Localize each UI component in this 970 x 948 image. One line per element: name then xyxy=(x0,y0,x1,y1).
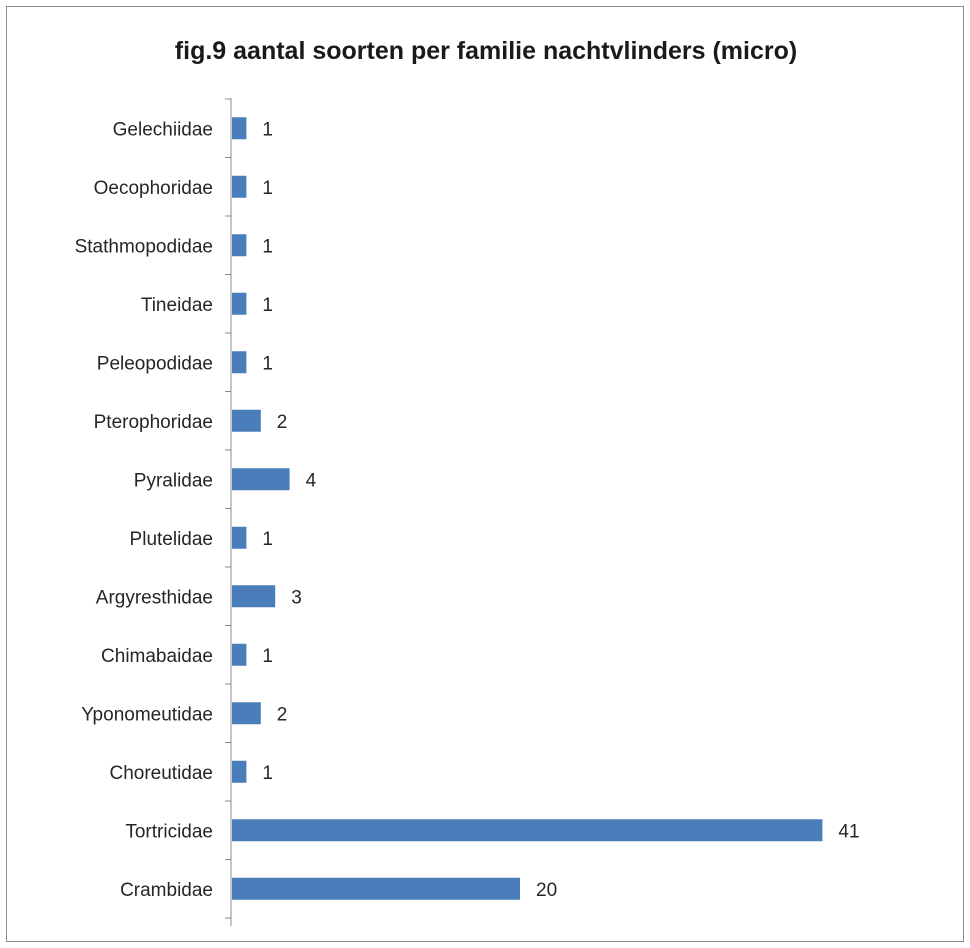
category-label: Yponomeutidae xyxy=(81,704,213,725)
bar xyxy=(232,643,247,666)
category-label: Chimabaidae xyxy=(101,646,213,667)
labels-layer: Gelechiidae 1 Oecophoridae 1 Stathmopodidae 1… xyxy=(75,119,860,901)
data-label: 3 xyxy=(291,587,302,608)
data-label: 20 xyxy=(536,880,557,901)
data-label: 1 xyxy=(262,236,273,257)
category-label: Stathmopodidae xyxy=(75,236,213,257)
data-label: 4 xyxy=(306,470,317,491)
category-label: Plutelidae xyxy=(130,529,213,550)
category-label: Oecophoridae xyxy=(94,178,213,199)
bar xyxy=(232,526,247,549)
axis-layer xyxy=(225,98,232,926)
bar xyxy=(232,585,276,608)
category-label: Crambidae xyxy=(120,880,213,901)
data-label: 41 xyxy=(838,821,859,842)
data-label: 2 xyxy=(277,412,288,433)
bar xyxy=(232,702,261,725)
bar xyxy=(232,351,247,374)
bar xyxy=(232,117,247,140)
data-label: 1 xyxy=(262,178,273,199)
data-label: 2 xyxy=(277,704,288,725)
data-label: 1 xyxy=(262,529,273,550)
bar xyxy=(232,292,247,315)
category-label: Gelechiidae xyxy=(113,119,213,140)
bar xyxy=(232,234,247,257)
bars-layer xyxy=(232,117,823,900)
category-label: Peleopodidae xyxy=(97,353,213,374)
bar xyxy=(232,175,247,198)
category-label: Pterophoridae xyxy=(94,412,213,433)
category-label: Tineidae xyxy=(141,295,213,316)
data-label: 1 xyxy=(262,353,273,374)
bar xyxy=(232,468,290,491)
bar xyxy=(232,819,823,842)
data-label: 1 xyxy=(262,295,273,316)
bar xyxy=(232,877,520,900)
category-label: Argyresthidae xyxy=(96,587,213,608)
bar xyxy=(232,760,247,783)
category-label: Pyralidae xyxy=(134,470,213,491)
chart-title: fig.9 aantal soorten per familie nachtvl… xyxy=(174,37,798,65)
data-label: 1 xyxy=(262,763,273,784)
category-label: Tortricidae xyxy=(125,821,213,842)
data-label: 1 xyxy=(262,119,273,140)
chart-frame: fig.9 aantal soorten per familie nachtvl… xyxy=(6,6,964,942)
category-label: Choreutidae xyxy=(109,763,213,784)
data-label: 1 xyxy=(262,646,273,667)
bar xyxy=(232,409,261,432)
